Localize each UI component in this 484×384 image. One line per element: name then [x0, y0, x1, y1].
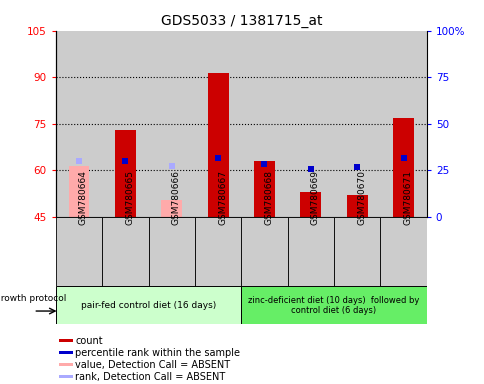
Text: GSM780666: GSM780666 — [171, 170, 181, 225]
Bar — [60, 351, 73, 354]
FancyBboxPatch shape — [148, 217, 195, 286]
Text: value, Detection Call = ABSENT: value, Detection Call = ABSENT — [75, 360, 230, 370]
Bar — [115, 130, 136, 217]
Text: GSM780664: GSM780664 — [79, 170, 88, 225]
Bar — [56, 31, 102, 217]
Bar — [254, 161, 274, 217]
Bar — [60, 339, 73, 342]
Bar — [161, 200, 182, 217]
Text: zinc-deficient diet (10 days)  followed by
control diet (6 days): zinc-deficient diet (10 days) followed b… — [248, 296, 419, 315]
FancyBboxPatch shape — [333, 217, 379, 286]
Text: GSM780670: GSM780670 — [357, 170, 365, 225]
Text: GSM780665: GSM780665 — [125, 170, 134, 225]
FancyBboxPatch shape — [241, 286, 426, 324]
Bar — [241, 31, 287, 217]
Bar — [346, 195, 367, 217]
Bar — [60, 376, 73, 378]
FancyBboxPatch shape — [379, 217, 426, 286]
Bar — [102, 31, 148, 217]
FancyBboxPatch shape — [195, 217, 241, 286]
Bar — [207, 73, 228, 217]
Text: GSM780668: GSM780668 — [264, 170, 273, 225]
Text: GSM780669: GSM780669 — [310, 170, 319, 225]
Text: count: count — [75, 336, 103, 346]
Bar — [300, 192, 320, 217]
Title: GDS5033 / 1381715_at: GDS5033 / 1381715_at — [160, 14, 321, 28]
Text: pair-fed control diet (16 days): pair-fed control diet (16 days) — [81, 301, 216, 310]
Text: growth protocol: growth protocol — [0, 294, 66, 303]
Text: GSM780667: GSM780667 — [218, 170, 227, 225]
FancyBboxPatch shape — [287, 217, 333, 286]
Bar — [60, 363, 73, 366]
Bar — [393, 118, 413, 217]
Bar — [195, 31, 241, 217]
Text: rank, Detection Call = ABSENT: rank, Detection Call = ABSENT — [75, 372, 225, 382]
Bar — [68, 166, 89, 217]
FancyBboxPatch shape — [102, 217, 148, 286]
Bar — [333, 31, 379, 217]
Bar — [379, 31, 426, 217]
FancyBboxPatch shape — [56, 286, 241, 324]
Bar — [287, 31, 333, 217]
Text: GSM780671: GSM780671 — [403, 170, 412, 225]
Bar — [148, 31, 195, 217]
FancyBboxPatch shape — [241, 217, 287, 286]
FancyBboxPatch shape — [56, 217, 102, 286]
Text: percentile rank within the sample: percentile rank within the sample — [75, 348, 240, 358]
